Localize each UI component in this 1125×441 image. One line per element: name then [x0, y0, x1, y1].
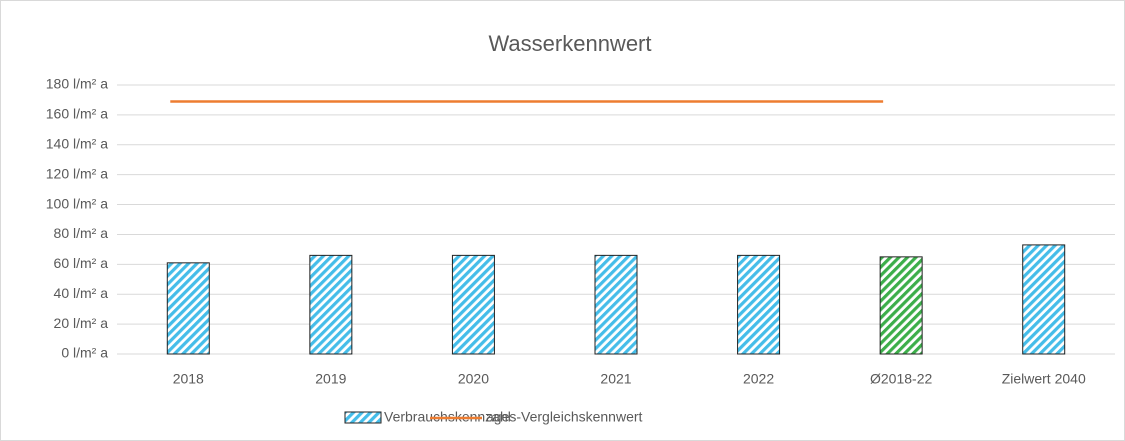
x-tick-label: 2022	[743, 371, 774, 387]
y-tick-label: 120 l/m² a	[46, 165, 108, 181]
y-tick-label: 20 l/m² a	[54, 315, 109, 331]
bar	[879, 256, 923, 355]
bar	[166, 262, 210, 355]
x-tick-label: Ø2018-22	[870, 371, 932, 387]
y-tick-label: 180 l/m² a	[46, 76, 108, 92]
y-tick-label: 0 l/m² a	[61, 345, 108, 361]
y-tick-label: 160 l/m² a	[46, 106, 108, 122]
legend-label: Verbrauchskennzahl	[384, 409, 511, 425]
legend-swatch	[344, 411, 382, 424]
x-tick-label: 2019	[315, 371, 346, 387]
y-tick-label: 80 l/m² a	[54, 225, 109, 241]
bar	[1022, 244, 1066, 355]
x-tick-label: 2020	[458, 371, 489, 387]
chart-title: Wasserkennwert	[488, 31, 651, 56]
y-tick-label: 100 l/m² a	[46, 195, 108, 211]
legend-label: ages-Vergleichskennwert	[486, 409, 643, 425]
y-tick-label: 40 l/m² a	[54, 285, 109, 301]
y-tick-label: 140 l/m² a	[46, 135, 108, 151]
x-tick-label: 2018	[173, 371, 204, 387]
bar	[309, 254, 353, 355]
bar	[451, 254, 495, 355]
y-tick-label: 60 l/m² a	[54, 255, 109, 271]
bar	[594, 254, 638, 355]
x-tick-label: 2021	[600, 371, 631, 387]
x-tick-label: Zielwert 2040	[1002, 371, 1086, 387]
bar	[737, 254, 781, 355]
